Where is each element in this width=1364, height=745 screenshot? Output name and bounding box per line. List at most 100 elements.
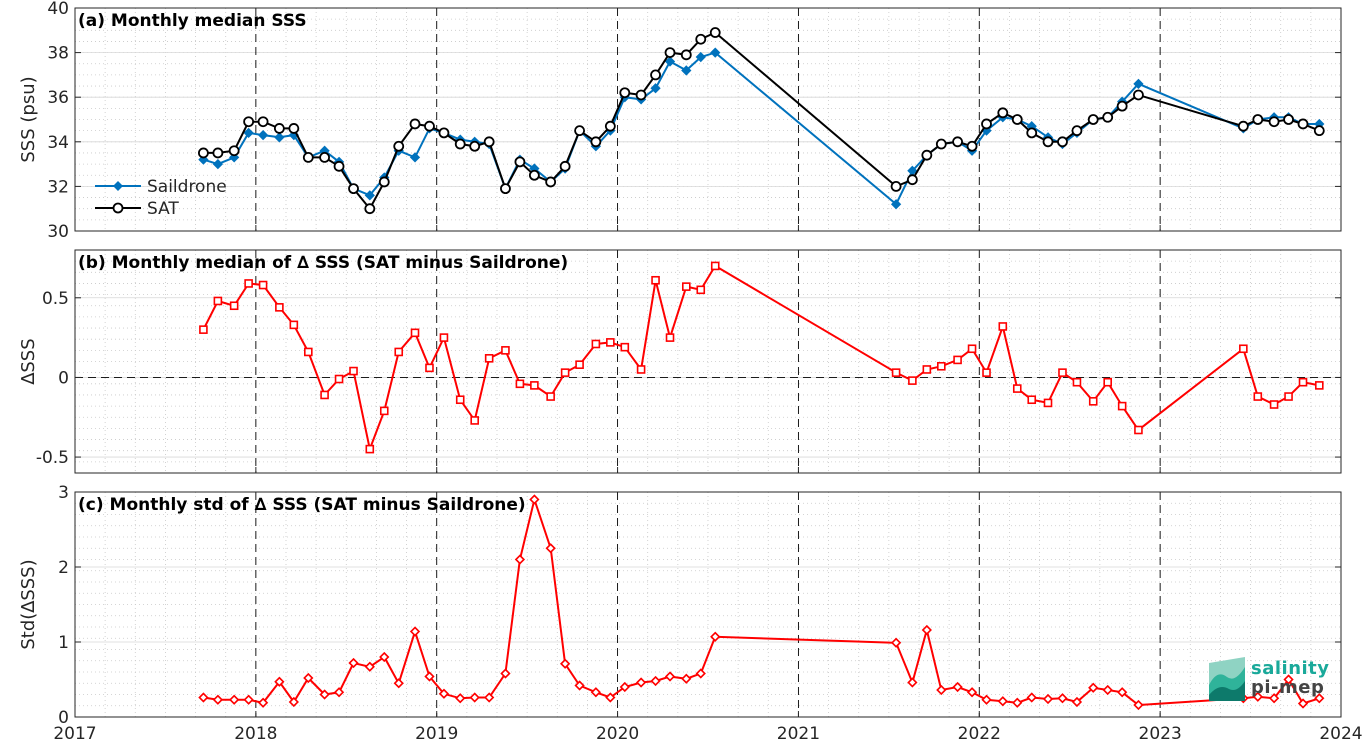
data-point xyxy=(439,333,449,342)
salinity-pi-mep-logo: salinity pi-mep xyxy=(1205,655,1345,705)
panel-3: 0 1 2 3 2017 2018 2019 2020 2021 2022 2023 2024 Std(… xyxy=(18,483,1363,744)
data-point xyxy=(1283,114,1294,125)
data-point xyxy=(1026,692,1037,703)
data-point xyxy=(288,696,299,708)
data-point xyxy=(1283,674,1294,685)
series-line-sat xyxy=(203,31,1320,211)
data-point xyxy=(1102,111,1114,123)
y-tick-label: -0.5 xyxy=(36,448,69,468)
data-point xyxy=(469,140,481,152)
data-point xyxy=(529,494,540,505)
data-point xyxy=(982,368,991,377)
data-point xyxy=(303,672,314,684)
y-tick-label: 40 xyxy=(47,0,69,19)
data-point xyxy=(500,183,511,195)
data-point xyxy=(560,368,570,377)
data-point xyxy=(696,285,706,295)
data-point xyxy=(1297,698,1309,709)
data-point xyxy=(966,140,978,152)
data-point xyxy=(229,301,239,311)
data-point xyxy=(1284,392,1293,401)
data-point xyxy=(393,140,405,152)
data-point xyxy=(1252,114,1264,125)
data-point xyxy=(953,355,962,365)
data-point xyxy=(228,145,240,157)
data-point xyxy=(199,325,208,334)
data-point xyxy=(1269,400,1279,409)
data-point xyxy=(1012,384,1022,393)
logo-text-pi-mep: pi-mep xyxy=(1251,677,1325,698)
data-point xyxy=(1252,691,1263,702)
data-point xyxy=(709,27,721,38)
data-point xyxy=(921,149,933,161)
data-point xyxy=(575,360,584,369)
data-point xyxy=(470,416,479,425)
data-point xyxy=(605,692,616,703)
series-line-saildrone xyxy=(203,51,1320,206)
legend-marker xyxy=(113,181,123,191)
data-point xyxy=(921,624,932,636)
data-point xyxy=(1297,118,1309,130)
data-point xyxy=(1071,125,1083,137)
axes-box xyxy=(74,249,1342,474)
logo-text-salinity: salinity xyxy=(1251,658,1330,679)
data-point xyxy=(257,116,269,128)
data-point xyxy=(1088,682,1099,693)
data-point xyxy=(651,275,660,285)
data-point xyxy=(545,543,556,554)
x-tick-label: 2024 xyxy=(1319,724,1362,744)
y-tick-label: 34 xyxy=(47,133,69,153)
data-point xyxy=(229,694,240,705)
panel-title: (c) Monthly std of ∆ SSS (SAT minus Sail… xyxy=(78,495,526,515)
data-point xyxy=(244,279,253,288)
data-point xyxy=(620,342,630,352)
data-point xyxy=(908,376,917,385)
y-tick-label: 38 xyxy=(47,44,69,64)
data-point xyxy=(574,680,585,691)
data-point xyxy=(936,684,947,696)
legend-marker xyxy=(112,202,124,214)
data-point xyxy=(438,688,450,699)
data-point xyxy=(559,160,571,172)
data-point xyxy=(514,156,526,168)
data-point xyxy=(1298,377,1308,387)
data-point xyxy=(681,673,692,684)
data-point xyxy=(333,687,345,698)
data-point xyxy=(935,138,947,150)
data-point xyxy=(348,657,359,669)
data-point xyxy=(364,190,375,201)
data-point xyxy=(922,365,932,374)
data-point xyxy=(213,296,223,306)
data-point xyxy=(469,692,480,703)
data-point xyxy=(1088,397,1098,406)
data-point xyxy=(484,692,495,703)
y-tick-label: 30 xyxy=(47,222,69,242)
data-point xyxy=(619,681,630,693)
data-point xyxy=(966,687,978,698)
data-point xyxy=(967,344,977,354)
data-point xyxy=(1116,100,1128,112)
data-point xyxy=(243,116,255,128)
data-point xyxy=(1043,398,1053,408)
data-point xyxy=(710,261,720,271)
data-point xyxy=(348,183,359,195)
data-point xyxy=(1268,693,1280,704)
data-point xyxy=(891,368,901,377)
data-point xyxy=(257,129,269,141)
data-point xyxy=(1058,368,1067,377)
data-point xyxy=(288,123,300,134)
y-axis-label: Std(∆SSS) xyxy=(18,559,39,649)
data-point xyxy=(393,678,404,689)
data-point xyxy=(515,379,525,389)
data-point xyxy=(198,147,209,159)
data-point xyxy=(484,354,494,363)
data-point xyxy=(1103,377,1112,387)
data-point xyxy=(212,158,224,170)
data-point xyxy=(546,392,555,401)
axes-box xyxy=(74,491,1342,718)
data-point xyxy=(591,339,601,349)
data-point xyxy=(320,390,329,400)
data-point xyxy=(1253,392,1263,401)
data-point xyxy=(273,123,285,134)
panel-title: (b) Monthly median of ∆ SSS (SAT minus S… xyxy=(78,253,568,273)
